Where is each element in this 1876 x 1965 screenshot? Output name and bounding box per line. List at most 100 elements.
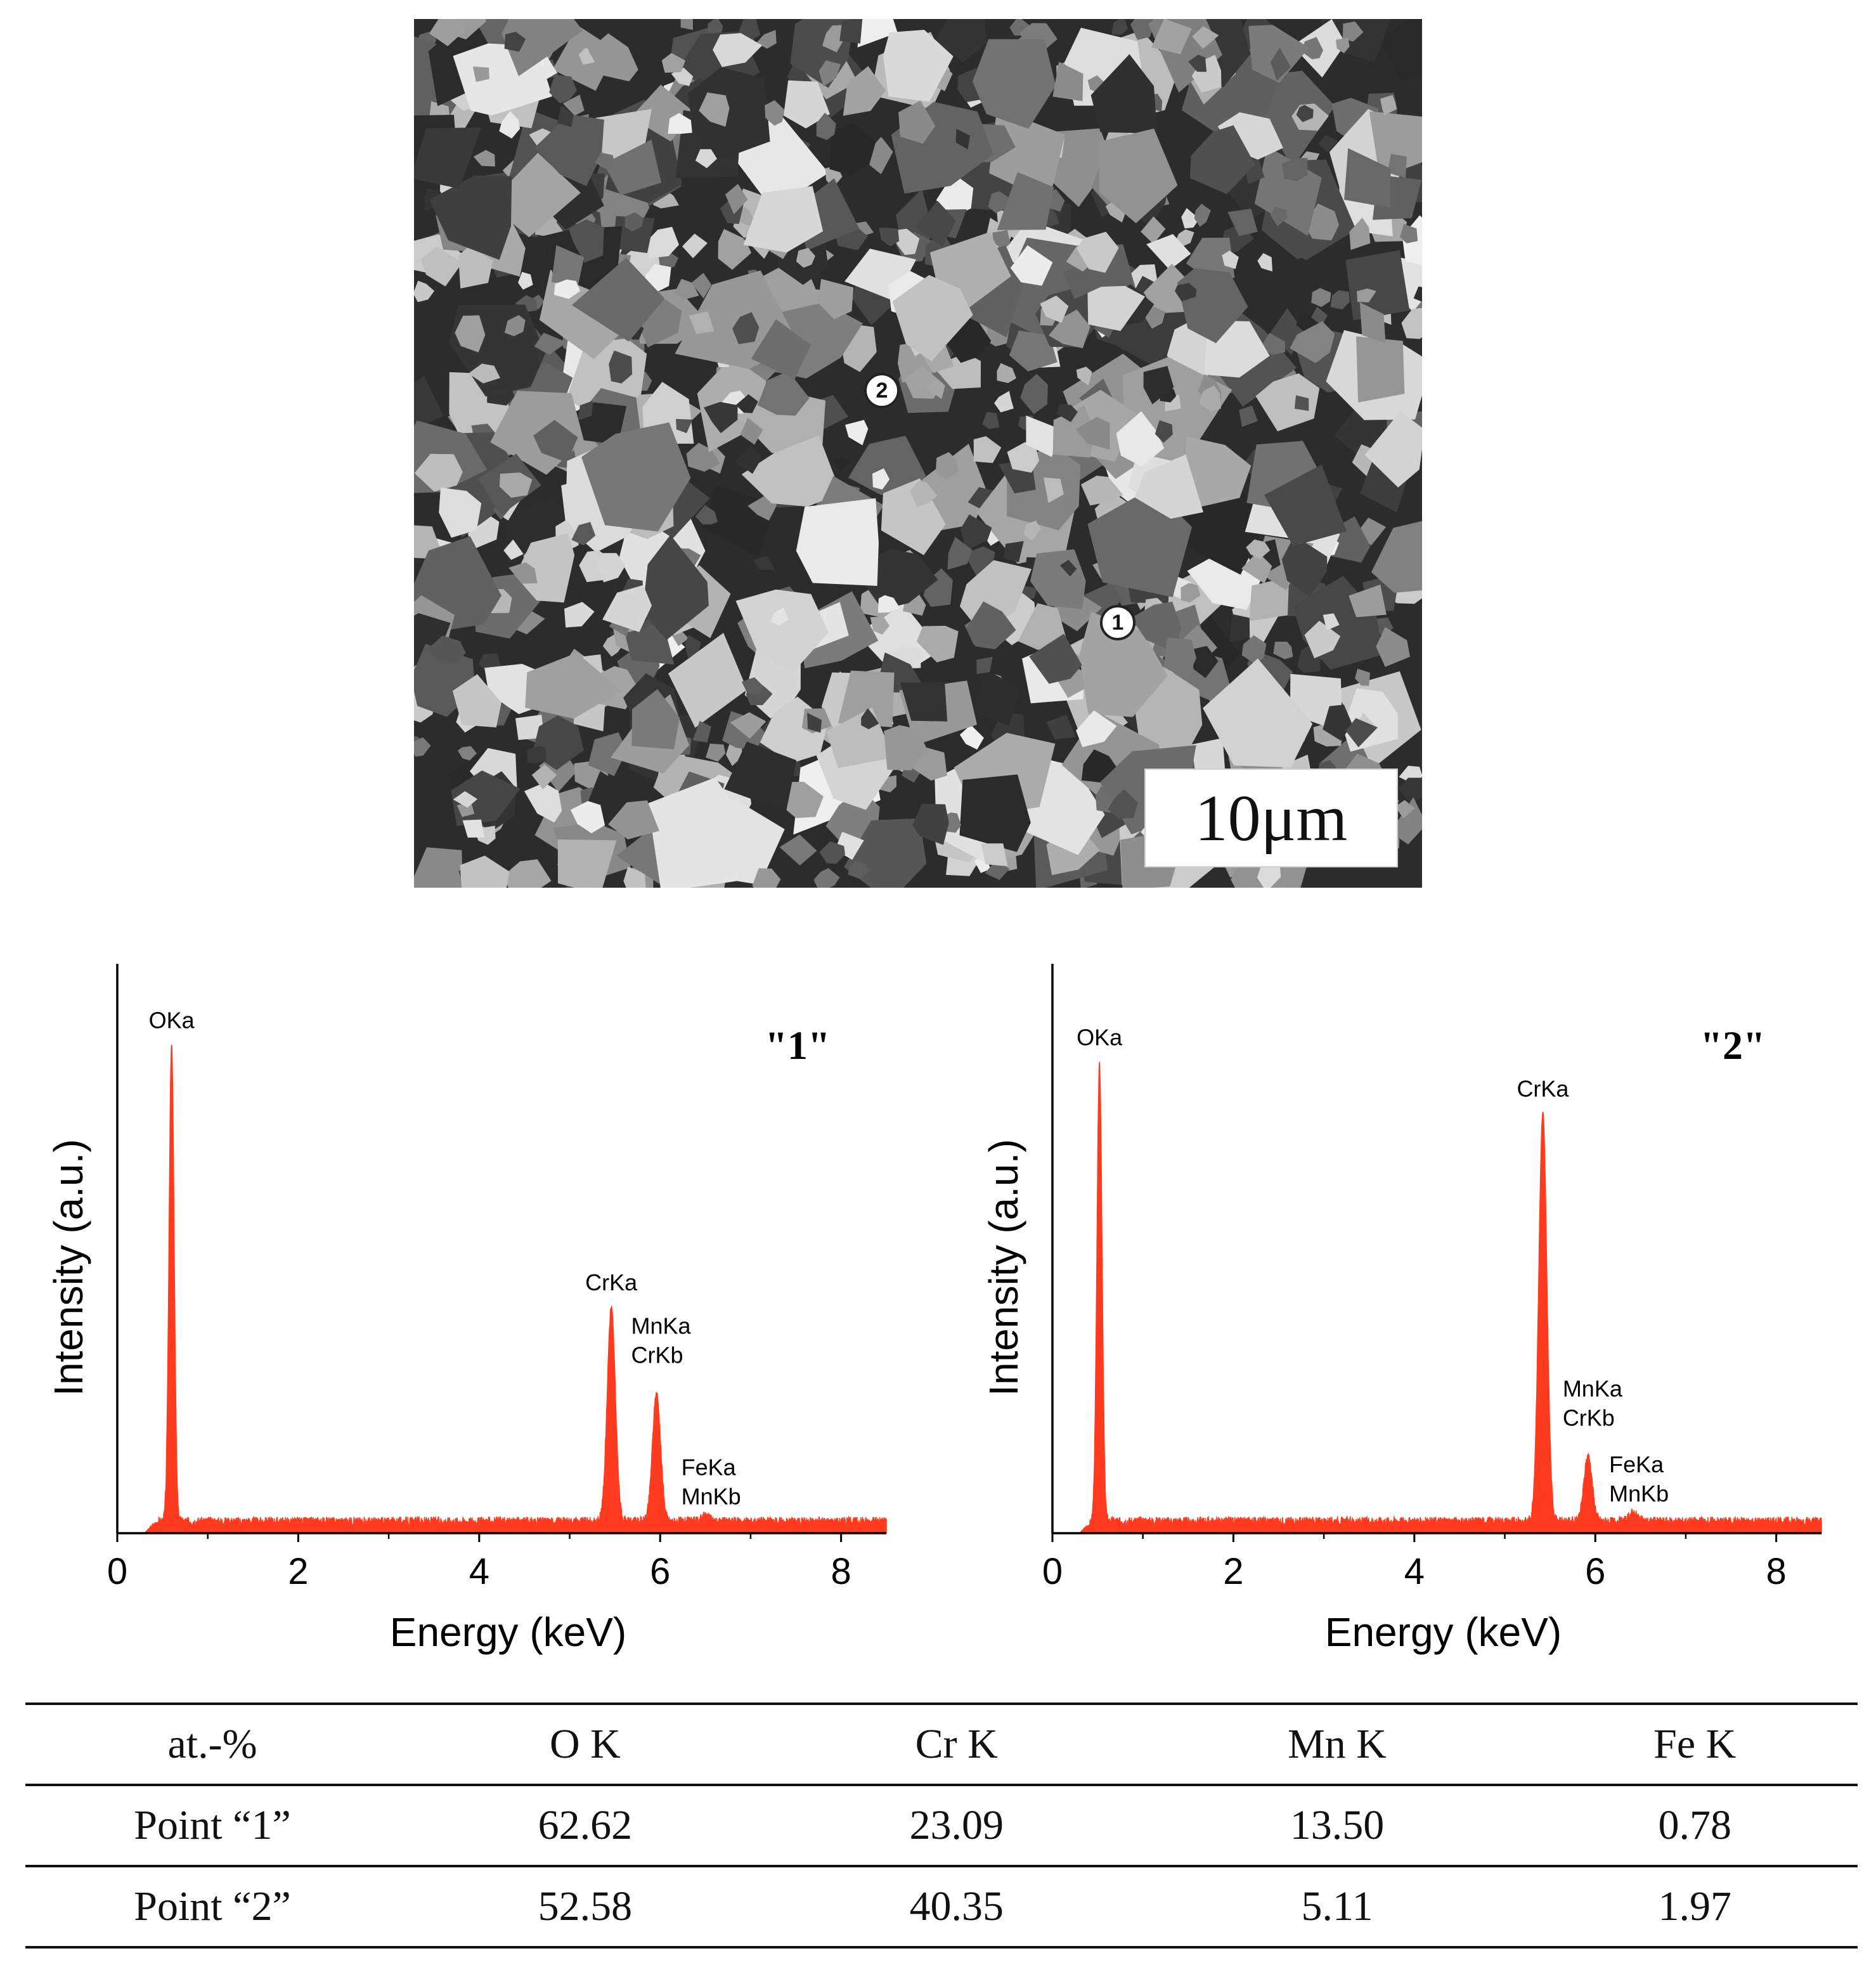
sem-grain: [1143, 366, 1174, 405]
sem-grain: [916, 625, 959, 663]
sem-grain: [414, 453, 463, 492]
sem-grain: [1345, 718, 1378, 748]
sem-grain: [429, 19, 467, 46]
sem-grain: [1134, 454, 1203, 519]
sem-grain: [1026, 415, 1061, 457]
sem-grain: [704, 401, 738, 434]
spectrum-1-y-axis-label: Intensity (a.u.): [46, 1139, 91, 1396]
sem-grain: [549, 74, 577, 104]
sem-grain: [724, 741, 797, 812]
sem-grain: [779, 834, 817, 866]
sem-grain: [458, 245, 493, 289]
scale-bar: 10μm: [1144, 768, 1398, 867]
sem-grain: [1146, 234, 1191, 270]
header-cell: Cr K: [915, 1721, 998, 1767]
sem-grain: [661, 53, 685, 73]
table-cell: 5.11: [1301, 1883, 1373, 1929]
sem-grain: [1190, 125, 1255, 195]
sem-grain: [612, 216, 655, 254]
sem-grain: [1369, 111, 1422, 178]
sem-grain: [883, 30, 954, 102]
sem-grain: [414, 847, 463, 888]
sem-grain: [489, 153, 581, 238]
sem-grain: [1010, 245, 1053, 286]
spectrum-2-plot: 0 2 4 6 8 Energy (keV) Intensity (a.u.) "2" OKa C…: [981, 964, 1822, 1655]
sem-grain: [456, 802, 475, 817]
sem-grain: [935, 451, 959, 480]
sem-grain: [785, 782, 824, 819]
spectrum-1-x-tick-label: 8: [831, 1551, 851, 1592]
sem-grain: [1075, 417, 1110, 450]
sem-grain: [872, 468, 890, 490]
sem-grain: [1323, 613, 1340, 631]
sem-grain: [427, 635, 466, 665]
sem-grain: [1141, 216, 1166, 244]
sem-grain: [1356, 336, 1405, 403]
sem-grain: [414, 737, 431, 757]
sem-grain: [1151, 19, 1192, 55]
sem-grain: [1336, 37, 1350, 53]
sem-grain: [992, 230, 1011, 250]
sem-grain: [1281, 158, 1308, 181]
sem-grain: [1181, 583, 1201, 603]
sem-grain: [642, 535, 709, 640]
sem-grain: [420, 246, 463, 287]
sem-grain: [1076, 366, 1092, 386]
sem-grain: [730, 712, 767, 739]
sem-grain: [982, 412, 1000, 429]
sem-grain: [658, 254, 678, 268]
sem-grain: [741, 677, 764, 696]
sem-grain: [959, 774, 1031, 852]
sem-grain: [1311, 306, 1328, 327]
sem-grain: [713, 33, 763, 67]
sem-grain: [994, 391, 1014, 413]
sem-grain: [1401, 308, 1422, 339]
sem-grain: [1330, 290, 1350, 310]
spectrum-1-x-tick-label: 4: [469, 1551, 489, 1592]
sem-grain: [796, 498, 879, 586]
header-cell: Fe K: [1653, 1721, 1737, 1767]
sem-grain: [936, 173, 974, 221]
sem-grain: [578, 400, 593, 420]
sem-grain: [1323, 704, 1352, 741]
sem-grain: [602, 585, 652, 632]
sem-grain: [462, 819, 485, 838]
sem-grain: [813, 868, 840, 888]
spectrum-2-title: "2": [1700, 1023, 1765, 1068]
sem-grain: [807, 713, 822, 733]
table-row: Point “1” 62.62 23.09 13.50 0.78: [25, 1785, 1858, 1866]
sem-grain: [1359, 302, 1386, 344]
sem-grain: [1099, 128, 1178, 223]
sem-grain: [1144, 306, 1165, 329]
spectrum-2-peak-label: OKa: [1077, 1025, 1123, 1051]
spectrum-2-peak-label: MnKa CrKb: [1563, 1375, 1623, 1430]
sem-grain: [857, 19, 898, 48]
sem-grain: [499, 472, 533, 498]
table-header-row: at.-% O K Cr K Mn K Fe K: [25, 1704, 1858, 1785]
sem-grain: [735, 445, 762, 474]
sem-grain: [515, 533, 575, 603]
sem-grain: [935, 19, 987, 63]
header-cell: Mn K: [1288, 1721, 1387, 1767]
sem-grain: [1044, 477, 1064, 503]
sem-grain: [879, 228, 900, 247]
sem-grain: [832, 455, 851, 472]
scale-bar-label: 10μm: [1194, 781, 1348, 855]
sem-grain: [877, 595, 900, 613]
point-marker-2: 2: [864, 373, 900, 408]
sem-grain: [1143, 263, 1193, 314]
spectrum-1-series: [143, 1044, 887, 1534]
sem-grain: [756, 30, 777, 49]
sem-grain: [1357, 289, 1376, 302]
sem-grain: [1191, 645, 1219, 678]
sem-grain: [1320, 19, 1391, 62]
sem-grain: [819, 841, 845, 864]
sem-grain: [924, 379, 945, 399]
sem-grain: [894, 228, 920, 256]
sem-grain: [1018, 603, 1070, 650]
table-cell: 62.62: [538, 1802, 633, 1848]
sem-grain: [699, 92, 730, 127]
sem-grain: [1270, 206, 1288, 226]
sem-grain: [751, 319, 812, 380]
sem-grain: [687, 67, 770, 162]
